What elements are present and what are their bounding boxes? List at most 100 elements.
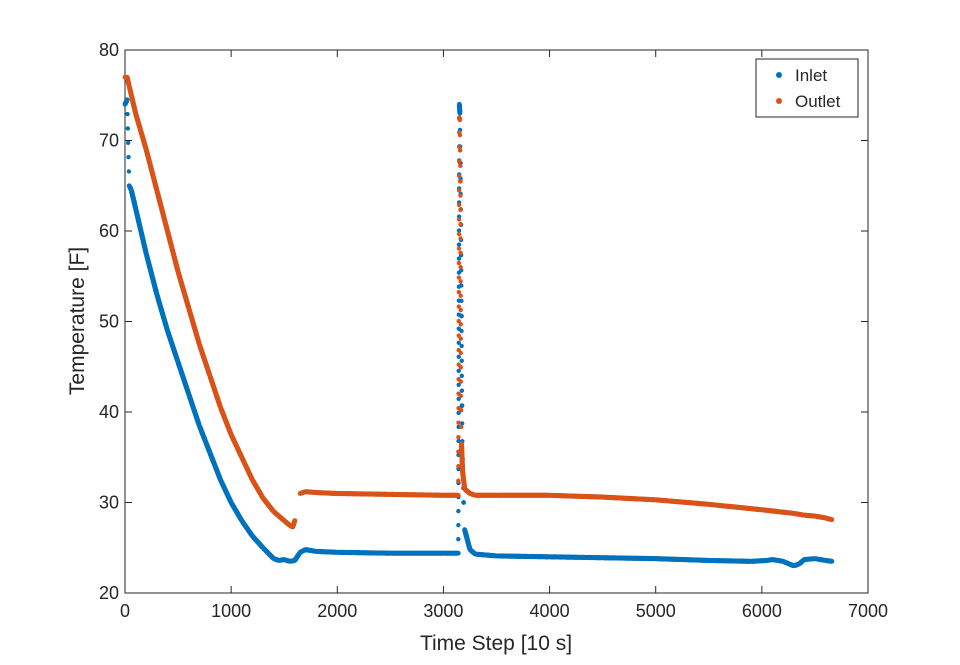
trace-dot: [456, 354, 461, 359]
x-axis-label: Time Step [10 s]: [420, 632, 572, 655]
trace-dot: [456, 173, 462, 179]
trace-dot: [457, 148, 463, 153]
y-tick-label: 50: [99, 312, 119, 332]
y-tick-label: 70: [99, 131, 119, 151]
trace-dot: [456, 256, 462, 261]
data-point: [459, 403, 465, 409]
trace-dot: [458, 236, 463, 241]
series-inlet: [122, 97, 835, 569]
trace-dot: [456, 246, 462, 251]
legend-label-outlet: Outlet: [795, 92, 841, 111]
trace-dot: [458, 307, 463, 313]
trace-dot: [456, 228, 462, 233]
trace-dot: [458, 207, 463, 213]
data-point: [124, 97, 130, 103]
legend-marker-inlet: [776, 72, 782, 78]
trace-dot: [456, 396, 461, 402]
x-axis: 0 1000 2000 3000 4000 5000 6000 7000: [120, 50, 888, 621]
data-point: [829, 558, 835, 564]
data-point: [455, 550, 461, 556]
trace-dot: [458, 221, 463, 227]
y-axis-label: Temperature [F]: [66, 247, 89, 395]
trace-dot: [456, 522, 461, 528]
trace-dot: [458, 365, 464, 370]
trace-dot: [456, 242, 462, 247]
trace-dot: [456, 438, 461, 444]
trace-dot: [456, 508, 461, 514]
data-point: [455, 492, 461, 498]
x-tick-label: 7000: [848, 601, 888, 621]
trace-dot: [456, 435, 461, 440]
legend: Inlet Outlet: [755, 58, 859, 118]
trace-dot: [459, 424, 464, 430]
trace-dot: [459, 358, 464, 364]
trace-dot: [458, 279, 463, 284]
x-tick-label: 3000: [423, 601, 463, 621]
trace-dot: [459, 421, 465, 426]
trace-dot: [456, 382, 461, 388]
trace-dot: [458, 336, 463, 341]
data-point: [458, 407, 464, 413]
x-tick-label: 1000: [211, 601, 251, 621]
trace-dot: [459, 343, 464, 349]
trace-dot: [458, 350, 464, 356]
x-tick-label: 6000: [742, 601, 782, 621]
trace-dot: [456, 275, 462, 280]
trace-dot: [456, 318, 461, 324]
trace-dot: [456, 304, 462, 309]
trace-dot: [457, 144, 462, 150]
data-point: [461, 500, 466, 505]
trace-dot: [456, 231, 462, 237]
trace-dot: [458, 379, 464, 384]
x-tick-label: 0: [120, 601, 130, 621]
trace-dot: [459, 298, 464, 304]
trace-dot: [125, 111, 130, 117]
trace-dot: [457, 159, 462, 164]
trace-dot: [459, 268, 464, 273]
trace-dot: [458, 193, 463, 198]
y-tick-label: 80: [99, 40, 119, 60]
trace-dot: [125, 126, 131, 131]
legend-box: [755, 58, 859, 118]
legend-marker-outlet: [776, 98, 782, 104]
trace-dot: [456, 368, 461, 374]
y-tick-label: 30: [99, 493, 119, 513]
trace-dot: [456, 289, 462, 295]
trace-dot: [456, 420, 461, 425]
trace-dot: [458, 322, 463, 327]
trace-dot: [456, 260, 462, 266]
data-point: [459, 313, 464, 319]
trace-dot: [456, 217, 462, 222]
legend-label-inlet: Inlet: [795, 66, 827, 85]
series-layer: [122, 74, 835, 569]
trace-dot: [459, 328, 464, 334]
x-tick-label: 2000: [317, 601, 357, 621]
trace-dot: [456, 188, 462, 193]
plot-area: [124, 49, 869, 594]
data-point: [458, 178, 463, 184]
series-outlet: [122, 74, 835, 530]
data-point: [457, 117, 463, 123]
trace-dot: [456, 536, 461, 542]
data-point: [292, 518, 298, 523]
trace-dot: [459, 388, 465, 393]
trace-dot: [456, 464, 461, 469]
x-tick-label: 5000: [636, 601, 676, 621]
data-point: [457, 110, 463, 116]
trace-dot: [456, 202, 462, 208]
data-point: [829, 517, 835, 523]
trace-dot: [126, 169, 132, 174]
trace-dot: [457, 132, 463, 138]
trace-dot: [125, 140, 131, 145]
trace-dot: [459, 373, 465, 378]
trace-dot: [459, 283, 464, 288]
trace-dot: [456, 478, 461, 483]
trace-dot: [458, 393, 464, 399]
trace-dot: [458, 250, 463, 255]
x-tick-label: 4000: [530, 601, 570, 621]
trace-dot: [456, 340, 461, 345]
trace-dot: [458, 293, 463, 298]
trace-dot: [126, 154, 131, 160]
y-tick-label: 60: [99, 221, 119, 241]
